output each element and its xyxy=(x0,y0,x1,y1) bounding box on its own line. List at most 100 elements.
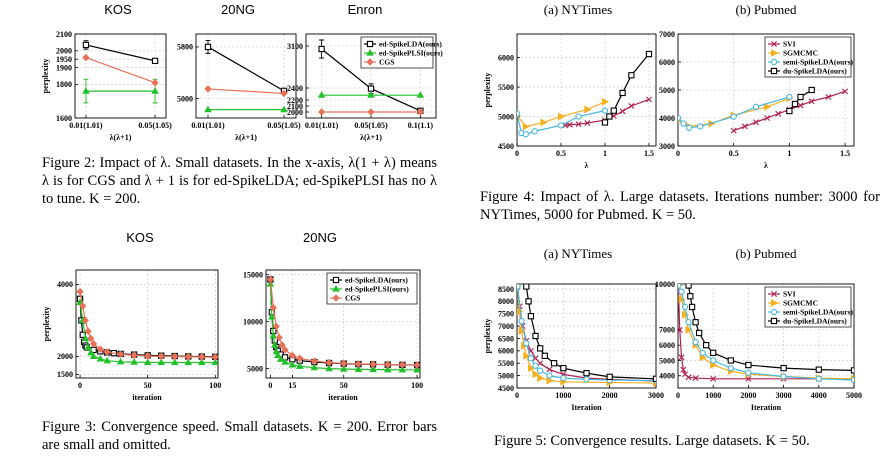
fig4-nytimes-xtick-label: 1.5 xyxy=(644,149,654,158)
fig5-nytimes-ytick-label: 5500 xyxy=(498,359,514,368)
fig2-20ng-point-ed-spikeplsi xyxy=(204,105,212,113)
fig5-nytimes-point-semi-spikelda xyxy=(537,367,544,374)
fig4-pubmed-legend-label-du-spikelda: du-SpikeLDA(ours) xyxy=(783,67,847,76)
fig5-nytimes-point-sgmcmc xyxy=(537,374,545,382)
fig4-pubmed-point-semi-spikelda xyxy=(678,114,682,122)
fig2-enron-ytick-label: 2100 xyxy=(287,102,303,111)
fig2-enron-ytick-label: 2000 xyxy=(287,108,303,117)
fig3-kos-point-ed-spikeplsi xyxy=(116,357,125,365)
fig4-pubmed-xtick-label: 0.5 xyxy=(729,149,739,158)
fig4-pubmed-legend: SVISGMCMCsemi-SpikeLDA(ours)du-SpikeLDA(… xyxy=(764,36,854,78)
fig3-20ng-point-cgs xyxy=(413,361,420,369)
caption-figure-5: Figure 5: Convergence results. Large dat… xyxy=(494,433,810,449)
fig3-20ng-point-ed-spikeplsi xyxy=(271,341,279,348)
fig5-pubmed-point-du-spikelda xyxy=(692,319,699,326)
fig5-pubmed-point-du-spikelda xyxy=(687,293,694,300)
fig2-enron-ytick-label: 2200 xyxy=(287,96,303,105)
fig5-nytimes-xtick-label: 3000 xyxy=(648,391,664,400)
fig3-20ng-point-cgs xyxy=(281,346,289,354)
fig5-nytimes-ytick-label: 8000 xyxy=(498,297,514,306)
fig3-20ng-chart: 20NG 0 15 50 100 5000 10000 15000 iteration ed-Sp… xyxy=(243,230,423,402)
fig5-pubmed-point-du-spikelda xyxy=(685,284,692,289)
fig3-20ng-point-ed-spikeplsi xyxy=(288,360,297,368)
fig4-pubmed-legend-marker-semi-spikelda xyxy=(770,58,778,66)
fig3-kos-point-ed-spikeplsi xyxy=(211,358,218,366)
fig3-20ng-point-cgs xyxy=(340,359,348,368)
fig3-20ng-line-cgs xyxy=(269,279,418,366)
fig5-pubmed-ytick-label: 4000 xyxy=(659,372,675,381)
fig3-kos-point-cgs xyxy=(96,345,104,353)
fig2-20ng-point-ed-spikeplsi xyxy=(280,105,288,113)
fig5-pubmed-point-svi xyxy=(685,374,692,381)
fig5-pubmed-point-semi-spikelda xyxy=(681,303,689,311)
fig5-pubmed-point-svi xyxy=(680,366,687,373)
fig5-pubmed-chart: (b) Pubmed 0 1000 2000 3000 4000 5000 4000 5000 6… xyxy=(655,246,862,412)
fig2-enron-point-cgs xyxy=(367,108,375,116)
fig4-nytimes-ylabel: perplexity xyxy=(483,73,492,108)
fig3-20ng-xlabel: iteration xyxy=(328,393,358,402)
fig3-20ng-legend: ed-SpikeLDA(ours)ed-SpikePLSI(ours)CGS xyxy=(326,272,418,305)
fig2-kos-line-cgs xyxy=(85,56,156,84)
fig5-pubmed-legend-marker-du-spikelda xyxy=(770,317,778,325)
fig4-pubmed-line-svi xyxy=(733,90,846,132)
fig5-nytimes-point-svi xyxy=(546,366,553,373)
fig3-kos-point-ed-spikeplsi xyxy=(197,358,206,366)
fig5-pubmed-point-svi xyxy=(678,354,685,361)
fig4-pubmed-xlabel: λ xyxy=(764,161,768,170)
fig4-nytimes-point-du-spikelda xyxy=(645,50,653,58)
fig4-pubmed-legend-marker-sgmcmc xyxy=(771,49,779,57)
fig2-20ng-xlabel: λ(λ+1) xyxy=(235,133,257,142)
fig2-enron-ytick-label: 3100 xyxy=(287,42,303,51)
fig2-kos-line-ed-spikelda xyxy=(85,44,156,62)
fig2-enron-legend-label-ed-spikeplsi: ed-SpikePLSI(ours) xyxy=(379,49,443,58)
fig5-nytimes-ytick-label: 7500 xyxy=(498,310,514,319)
fig5-pubmed-point-du-spikelda xyxy=(850,367,854,374)
fig3-20ng-point-ed-spikeplsi xyxy=(325,364,333,372)
fig5-nytimes-ylabel: perplexity xyxy=(483,319,492,354)
fig4-pubmed-series-du-spikelda xyxy=(786,86,815,115)
fig3-kos-point-cgs xyxy=(130,351,138,360)
fig2-enron-legend-label-ed-spikelda: ed-SpikeLDA(ours) xyxy=(379,40,442,49)
fig4-pubmed-point-semi-spikelda xyxy=(730,113,737,120)
fig5-pubmed-point-sgmcmc xyxy=(678,295,686,304)
fig2-kos-ytick-label: 2000 xyxy=(56,47,72,56)
fig4-pubmed-legend-label-semi-spikelda: semi-SpikeLDA(ours) xyxy=(783,58,854,67)
fig4-pubmed-point-semi-spikelda xyxy=(697,123,704,130)
fig4-nytimes-point-svi xyxy=(566,121,573,128)
fig4-pubmed-legend-label-sgmcmc: SGMCMC xyxy=(783,49,818,58)
fig5-pubmed-xtick-label: 4000 xyxy=(811,391,827,400)
fig4-pubmed-point-svi xyxy=(842,88,849,95)
fig5-pubmed-point-du-spikelda xyxy=(710,349,717,356)
fig2-kos-series-cgs xyxy=(82,53,159,87)
fig5-pubmed-line-svi xyxy=(678,287,854,380)
fig2-enron-series-cgs xyxy=(318,108,424,116)
fig2-enron-legend-marker-cgs xyxy=(366,58,374,66)
fig5-pubmed-point-sgmcmc xyxy=(682,310,690,319)
fig2-enron-point-ed-spikeplsi xyxy=(317,91,326,98)
fig3-kos-series-cgs xyxy=(76,287,218,361)
fig5-nytimes-series-semi-spikelda xyxy=(517,284,656,384)
fig5-nytimes-point-sgmcmc xyxy=(532,370,540,379)
fig5-nytimes-chart: (a) NYTimes 0 1000 2000 3000 4500 5000 5500 6000… xyxy=(483,246,664,412)
fig2-kos-point-ed-spikeplsi xyxy=(151,87,159,94)
fig5-nytimes-point-du-spikelda xyxy=(537,345,544,352)
fig5-nytimes-point-semi-spikelda xyxy=(546,372,553,379)
fig2-kos-point-cgs xyxy=(151,78,159,87)
fig5-pubmed-point-semi-spikelda xyxy=(727,364,734,372)
fig2-enron-xtick-label: 0.05(1.05) xyxy=(354,121,388,130)
fig3-20ng-point-ed-spikeplsi xyxy=(339,365,348,372)
fig3-20ng-point-ed-spikeplsi xyxy=(369,365,377,373)
caption-figure-3: Figure 3: Convergence speed. Small datas… xyxy=(42,419,437,453)
fig2-kos-frame xyxy=(74,33,167,119)
fig4-pubmed-point-svi xyxy=(825,94,832,100)
fig3-20ng-xtick-label: 0 xyxy=(268,381,272,390)
fig3-kos-point-cgs xyxy=(211,353,218,361)
fig3-kos-point-cgs xyxy=(184,352,192,361)
fig5-pubmed-ytick-label: 5000 xyxy=(659,356,675,365)
fig2-kos-series-ed-spikeplsi xyxy=(82,78,159,104)
fig3-kos-ytick-label: 4000 xyxy=(57,280,73,289)
fig4-pubmed-legend-marker-svi xyxy=(771,41,777,47)
fig3-20ng-point-cgs xyxy=(275,333,283,342)
fig5-nytimes-point-semi-spikelda xyxy=(560,374,567,382)
